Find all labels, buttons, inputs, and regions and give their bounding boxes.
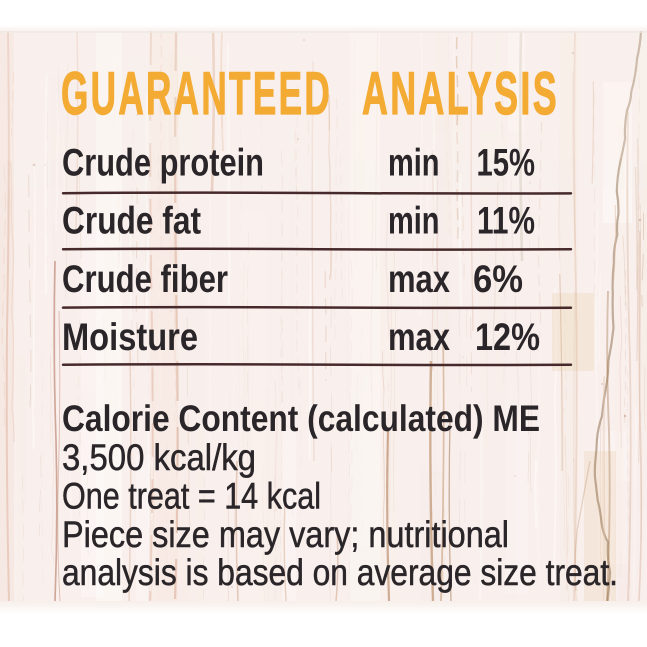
svg-text:max: max <box>388 258 450 301</box>
svg-text:min: min <box>388 200 440 243</box>
svg-text:11%: 11% <box>477 200 535 243</box>
svg-text:15%: 15% <box>477 142 536 185</box>
svg-text:6%: 6% <box>473 258 523 301</box>
svg-text:Piece size may vary; nutrition: Piece size may vary; nutritional <box>62 514 509 555</box>
svg-text:max: max <box>388 316 450 359</box>
svg-text:analysis is based on average s: analysis is based on average size treat. <box>62 552 618 593</box>
svg-text:Crude fat: Crude fat <box>62 200 201 243</box>
svg-text:One treat = 14 kcal: One treat = 14 kcal <box>62 476 321 517</box>
svg-text:ANALYSIS: ANALYSIS <box>362 59 559 127</box>
svg-text:12%: 12% <box>475 316 540 359</box>
svg-text:3,500 kcal/kg: 3,500 kcal/kg <box>62 437 256 478</box>
svg-text:Calorie Content (calculated) M: Calorie Content (calculated) ME <box>62 398 540 439</box>
svg-text:Crude protein: Crude protein <box>62 142 264 185</box>
svg-text:Moisture: Moisture <box>62 316 198 359</box>
svg-text:min: min <box>388 142 440 185</box>
svg-text:Crude fiber: Crude fiber <box>62 258 228 301</box>
svg-text:GUARANTEED: GUARANTEED <box>61 59 332 127</box>
